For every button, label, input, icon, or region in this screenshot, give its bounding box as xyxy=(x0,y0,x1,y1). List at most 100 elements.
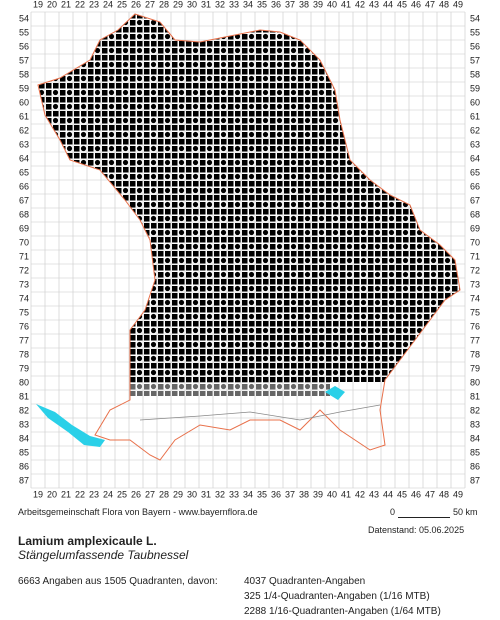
column-label: 26 xyxy=(131,0,141,9)
row-label: 65 xyxy=(470,167,480,177)
row-label: 80 xyxy=(19,377,29,387)
row-label: 71 xyxy=(19,251,29,261)
row-label: 84 xyxy=(19,433,29,443)
row-label: 62 xyxy=(470,125,480,135)
border xyxy=(37,13,461,461)
row-label: 86 xyxy=(470,461,480,471)
column-label: 42 xyxy=(355,0,365,9)
row-label: 84 xyxy=(470,433,480,443)
row-label: 75 xyxy=(470,307,480,317)
row-label: 54 xyxy=(19,13,29,23)
column-label: 33 xyxy=(229,489,239,499)
column-label: 42 xyxy=(355,489,365,499)
column-label: 36 xyxy=(271,0,281,9)
row-label: 61 xyxy=(19,111,29,121)
summary: 6663 Angaben aus 1505 Quadranten, davon: xyxy=(18,576,218,587)
column-label: 39 xyxy=(313,0,323,9)
column-label: 19 xyxy=(33,0,43,9)
column-label: 28 xyxy=(159,489,169,499)
count: 325 1/4-Quadranten-Angaben (1/16 MTB) xyxy=(244,591,430,602)
row-label: 63 xyxy=(470,139,480,149)
row-label: 57 xyxy=(470,55,480,65)
column-label: 46 xyxy=(411,0,421,9)
row-label: 59 xyxy=(470,83,480,93)
column-label: 20 xyxy=(47,489,57,499)
row-label: 73 xyxy=(19,279,29,289)
row-label: 83 xyxy=(470,419,480,429)
column-label: 49 xyxy=(453,489,463,499)
row-label: 81 xyxy=(470,391,480,401)
row-label: 76 xyxy=(470,321,480,331)
column-label: 30 xyxy=(187,0,197,9)
column-label: 38 xyxy=(299,489,309,499)
row-label: 56 xyxy=(470,41,480,51)
column-label: 25 xyxy=(117,0,127,9)
column-label: 45 xyxy=(397,0,407,9)
column-label: 49 xyxy=(453,0,463,9)
row-label: 58 xyxy=(19,69,29,79)
column-label: 31 xyxy=(201,489,211,499)
row-label: 60 xyxy=(19,97,29,107)
row-label: 59 xyxy=(19,83,29,93)
column-label: 48 xyxy=(439,489,449,499)
common-name: Stängelumfassende Taubnessel xyxy=(18,548,189,562)
row-label: 54 xyxy=(470,13,480,23)
column-label: 36 xyxy=(271,489,281,499)
row-label: 56 xyxy=(19,41,29,51)
row-label: 76 xyxy=(19,321,29,331)
credit: Arbeitsgemeinschaft Flora von Bayern - w… xyxy=(18,507,258,517)
row-label: 87 xyxy=(19,475,29,485)
column-label: 46 xyxy=(411,489,421,499)
column-label: 40 xyxy=(327,0,337,9)
row-label: 79 xyxy=(470,363,480,373)
row-label: 78 xyxy=(470,349,480,359)
row-label: 70 xyxy=(470,237,480,247)
column-label: 47 xyxy=(425,0,435,9)
scale-start: 0 xyxy=(390,507,396,517)
row-label: 77 xyxy=(470,335,480,345)
column-label: 26 xyxy=(131,489,141,499)
column-label: 24 xyxy=(103,489,113,499)
column-label: 29 xyxy=(173,0,183,9)
column-label: 31 xyxy=(201,0,211,9)
lake xyxy=(36,404,105,447)
row-label: 63 xyxy=(19,139,29,149)
row-label: 71 xyxy=(470,251,480,261)
column-label: 29 xyxy=(173,489,183,499)
row-label: 86 xyxy=(19,461,29,471)
column-label: 20 xyxy=(47,0,57,9)
column-label: 43 xyxy=(369,489,379,499)
row-label: 55 xyxy=(19,27,29,37)
column-label: 41 xyxy=(341,0,351,9)
row-label: 72 xyxy=(19,265,29,275)
row-label: 87 xyxy=(470,475,480,485)
row-label: 69 xyxy=(19,223,29,233)
column-label: 34 xyxy=(243,0,253,9)
row-label: 55 xyxy=(470,27,480,37)
row-label: 69 xyxy=(470,223,480,233)
column-label: 32 xyxy=(215,489,225,499)
row-label: 60 xyxy=(470,97,480,107)
row-label: 70 xyxy=(19,237,29,247)
column-label: 39 xyxy=(313,489,323,499)
row-label: 64 xyxy=(19,153,29,163)
row-label: 82 xyxy=(470,405,480,415)
row-label: 81 xyxy=(19,391,29,401)
row-label: 74 xyxy=(470,293,480,303)
column-label: 35 xyxy=(257,0,267,9)
row-label: 68 xyxy=(19,209,29,219)
column-label: 33 xyxy=(229,0,239,9)
column-label: 24 xyxy=(103,0,113,9)
column-label: 32 xyxy=(215,0,225,9)
column-label: 22 xyxy=(75,489,85,499)
column-label: 23 xyxy=(89,489,99,499)
column-label: 41 xyxy=(341,489,351,499)
row-label: 67 xyxy=(470,195,480,205)
row-label: 78 xyxy=(19,349,29,359)
row-label: 66 xyxy=(19,181,29,191)
column-label: 35 xyxy=(257,489,267,499)
column-label: 44 xyxy=(383,0,393,9)
row-label: 80 xyxy=(470,377,480,387)
column-label: 37 xyxy=(285,0,295,9)
